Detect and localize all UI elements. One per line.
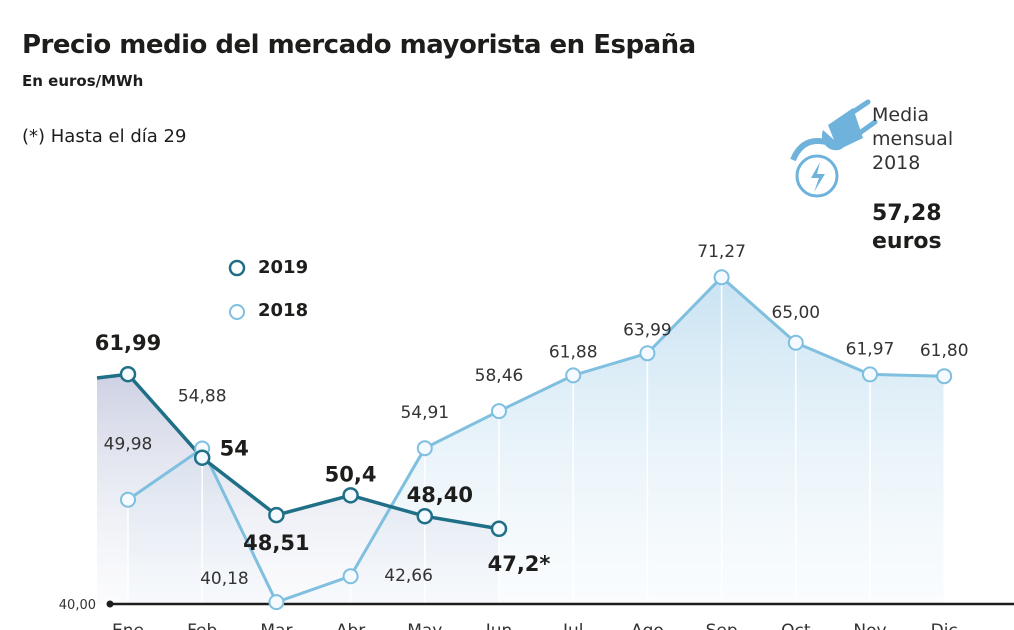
point-2018	[862, 366, 878, 383]
legend-label-2019: 2019	[258, 257, 309, 278]
point-2018	[565, 367, 582, 384]
x-tick-label: Ago	[631, 621, 664, 630]
data-label-2019: 48,40	[407, 483, 473, 507]
point-2018	[342, 568, 359, 585]
legend-label-2018: 2018	[258, 300, 309, 321]
legend-2018: 2018	[258, 300, 308, 321]
data-label-2018: 40,18	[200, 569, 249, 589]
x-tick-label: Ene	[112, 621, 144, 630]
x-tick-label: Abr	[336, 621, 365, 630]
media-line-2: mensual	[872, 128, 954, 150]
monthly-average-value: 57,28 euros	[872, 200, 942, 256]
line-2018	[127, 275, 945, 604]
x-tick-label: May	[407, 621, 442, 630]
x-tick-label: Jun	[485, 621, 513, 630]
x-tick-label: Sep	[706, 621, 738, 630]
legend-marker-2018	[229, 304, 245, 320]
chart-title: Precio medio del mercado mayorista en Es…	[22, 30, 696, 60]
area-2019	[97, 374, 499, 604]
data-label-2018: 49,98	[104, 435, 153, 455]
axis-origin-dot	[106, 600, 114, 608]
x-tick-label: Nov	[853, 621, 886, 630]
data-label-2019: 54	[220, 437, 249, 461]
data-label-2019: 48,51	[243, 531, 309, 555]
legend-marker-2019	[228, 259, 246, 277]
data-label-2018: 54,88	[178, 387, 227, 407]
point-2019	[268, 506, 285, 524]
point-2019	[490, 520, 508, 538]
media-unit: euros	[872, 229, 942, 254]
media-line-1: Media	[872, 104, 930, 126]
data-label-2018: 58,46	[475, 366, 524, 386]
legend-2019: 2019	[258, 257, 308, 278]
point-2018	[416, 440, 433, 457]
data-label-2018: 54,91	[400, 403, 449, 423]
point-2019	[342, 487, 359, 504]
media-value: 57,28	[872, 201, 942, 226]
data-label-2018: 65,00	[771, 303, 820, 323]
data-label-2018: 61,80	[920, 341, 969, 361]
baseline-label: 40,00	[59, 598, 96, 613]
area-2018	[128, 277, 945, 604]
media-line-3: 2018	[872, 152, 921, 174]
point-2019	[416, 507, 434, 525]
plug-lightning-icon	[790, 99, 878, 198]
data-label-2018: 42,66	[384, 566, 433, 586]
point-2018	[120, 491, 136, 508]
point-2018	[936, 368, 953, 385]
chart-subtitle: En euros/MWh	[22, 72, 144, 90]
x-tick-label: Oct	[781, 621, 811, 630]
data-label-2019: 50,4	[325, 462, 377, 486]
x-tick-label: Dic	[931, 621, 958, 630]
data-label-2019: 61,99	[95, 331, 161, 355]
point-2018	[787, 334, 804, 351]
point-2018	[268, 594, 285, 611]
x-tick-label: Feb	[187, 621, 217, 630]
data-label-2018: 71,27	[697, 242, 746, 262]
monthly-average-label: Media mensual 2018	[872, 103, 953, 175]
point-2018	[491, 403, 507, 420]
x-tick-label: Mar	[260, 621, 292, 630]
point-2018	[713, 269, 730, 286]
point-2018	[639, 345, 656, 362]
point-2019	[119, 365, 137, 383]
x-tick-label: Jul	[562, 621, 584, 630]
data-label-2018: 61,97	[846, 339, 895, 359]
data-label-2019: 47,2*	[488, 552, 551, 576]
data-label-2018: 61,88	[549, 342, 598, 362]
point-2019	[193, 449, 211, 466]
data-label-2018: 63,99	[623, 320, 672, 340]
footnote: (*) Hasta el día 29	[22, 126, 187, 147]
